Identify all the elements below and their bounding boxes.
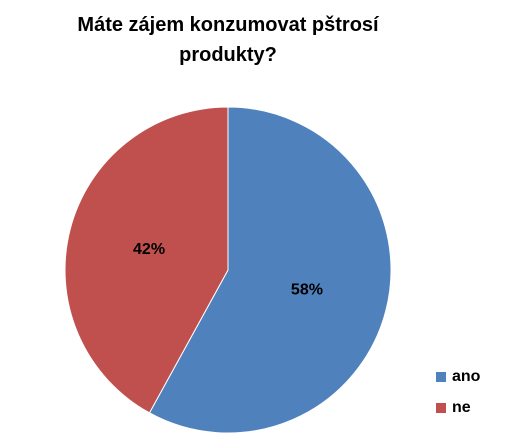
legend-label: ano [452,368,481,385]
chart-title: Máte zájem konzumovat pštrosí produkty? [77,14,379,66]
legend-label: ne [452,399,471,416]
data-label: 42% [133,241,165,258]
pie-slice [148,106,392,434]
data-label: 58% [291,281,323,298]
legend-swatch [436,403,446,413]
pie-slice [64,106,229,414]
legend-swatch [436,372,446,382]
